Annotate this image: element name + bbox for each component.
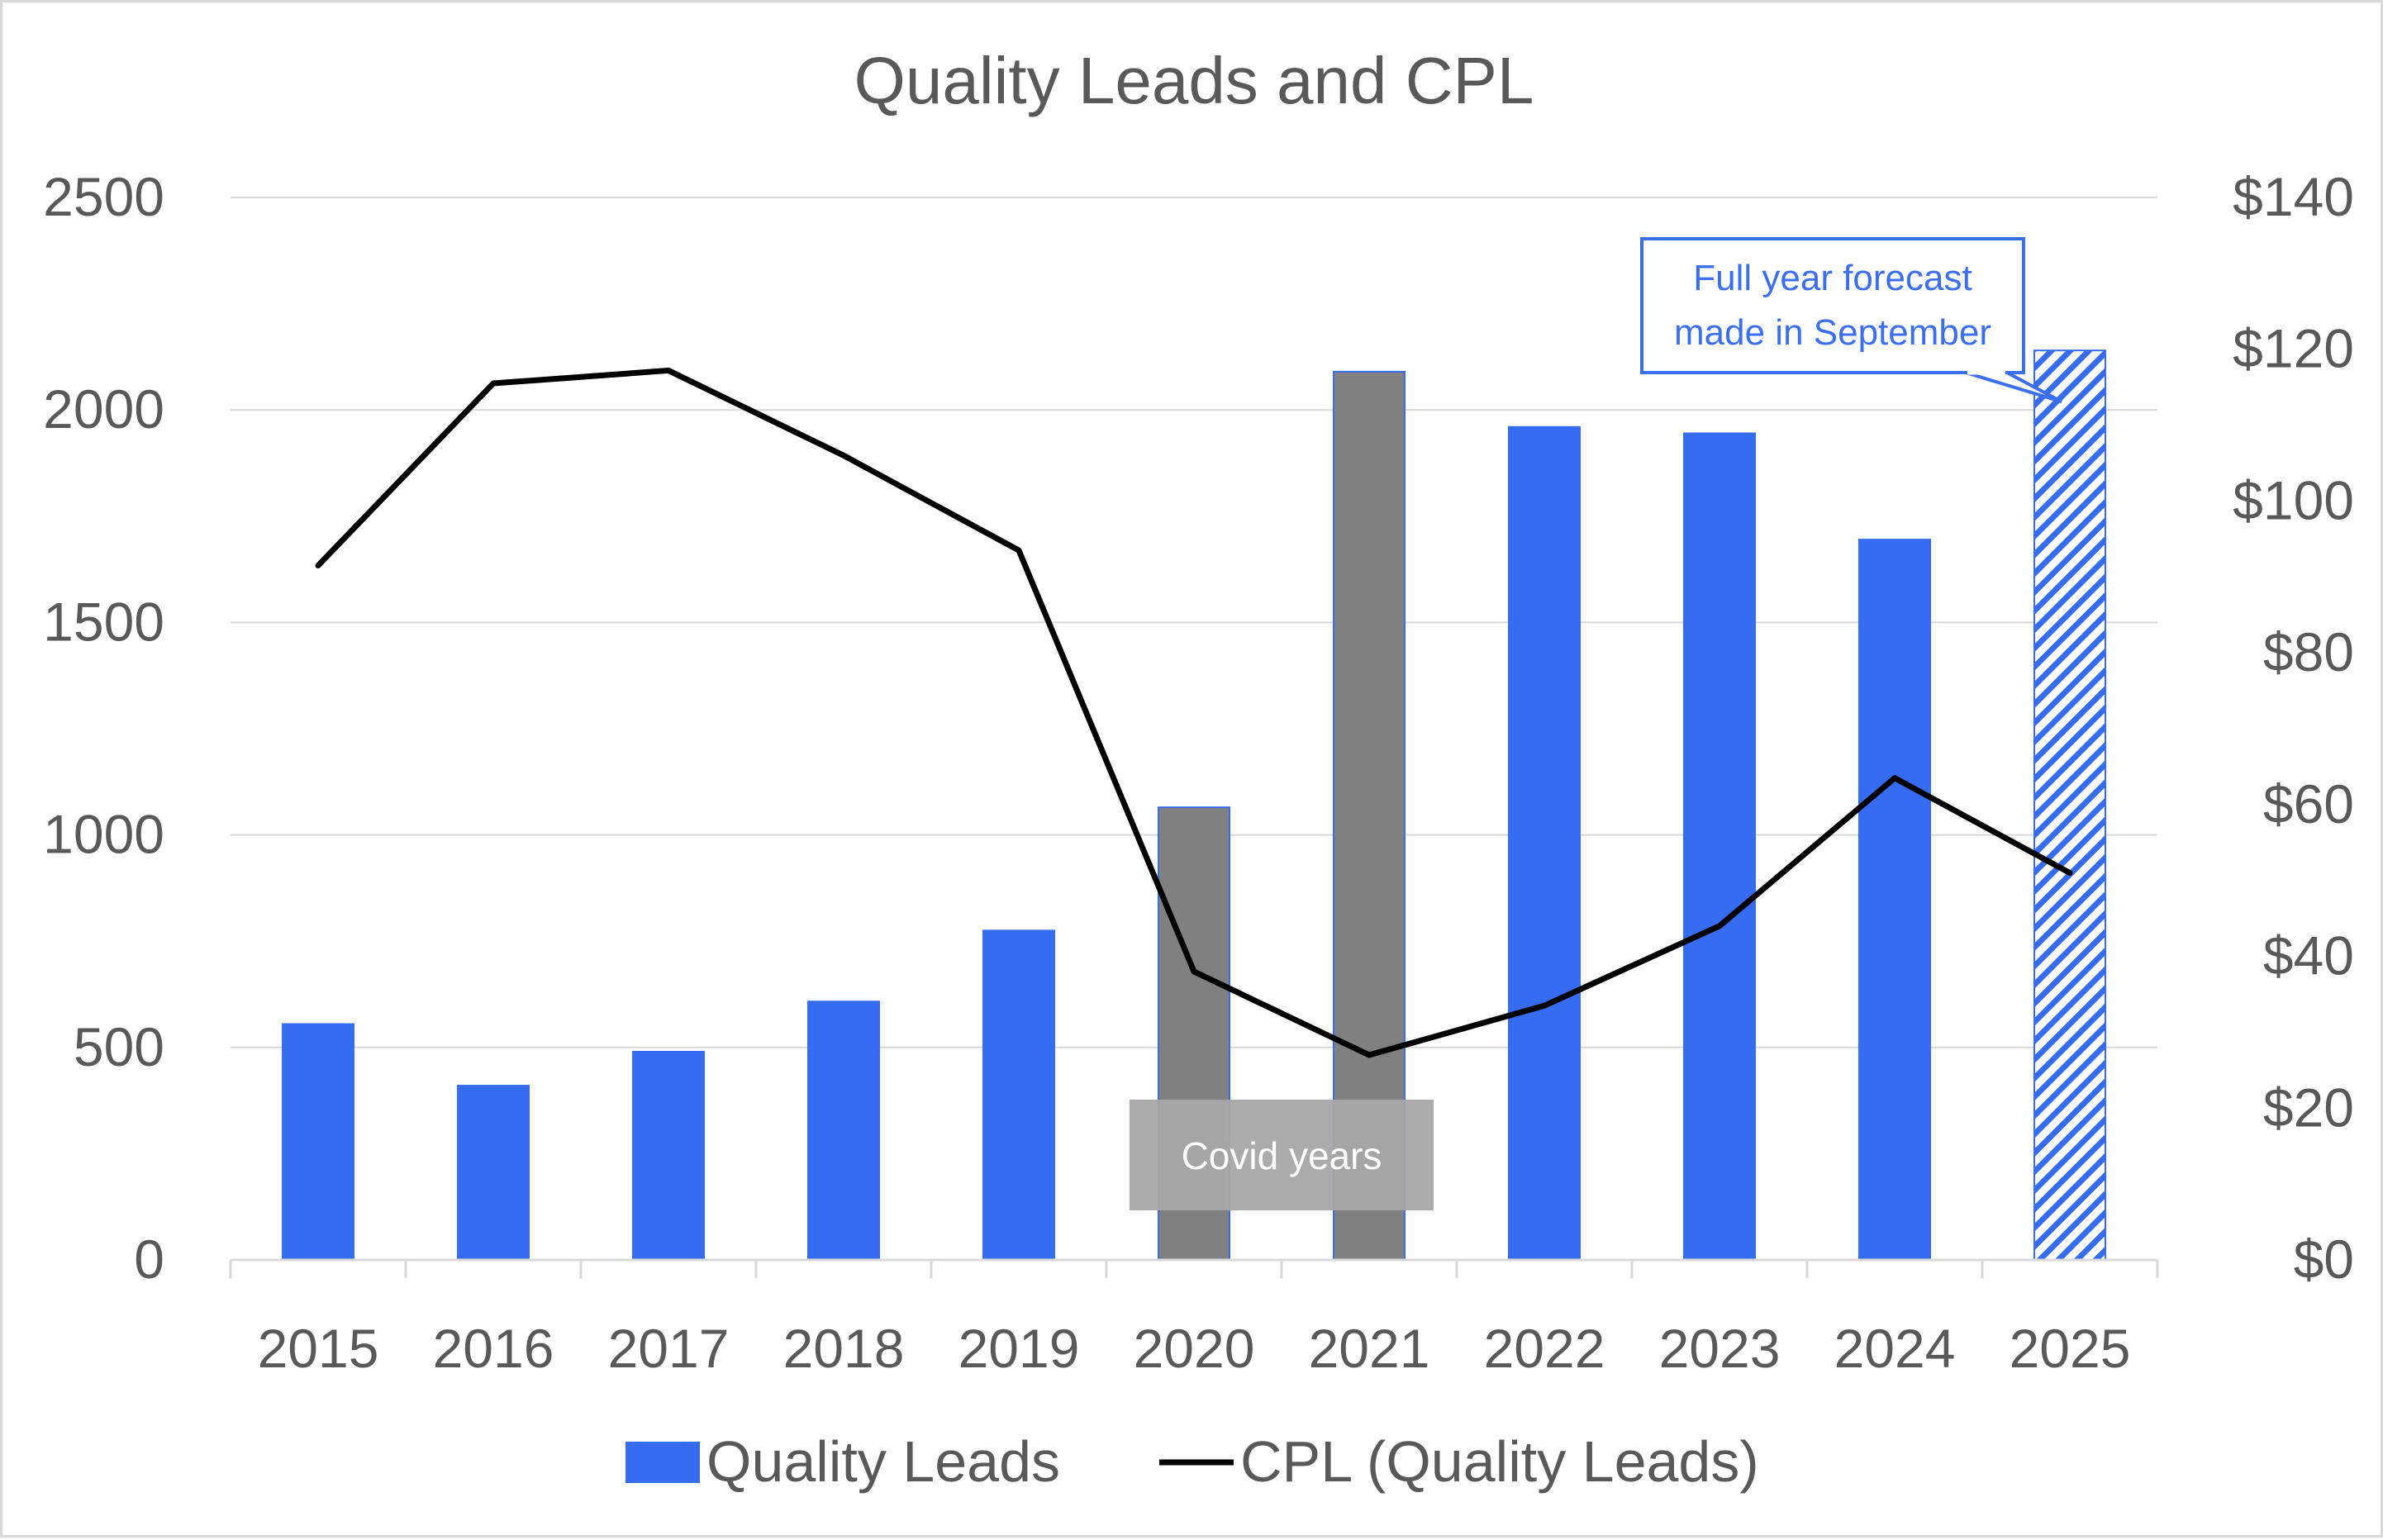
covid-annotation: Covid years <box>1130 1100 1434 1210</box>
callout-line-1: Full year forecast <box>1693 258 1972 298</box>
chart-title: Quality Leads and CPL <box>854 44 1534 117</box>
y-right-tick-label: $0 <box>2294 1229 2354 1290</box>
legend-label-quality-leads: Quality Leads <box>706 1429 1060 1494</box>
x-tick-label: 2024 <box>1834 1318 1956 1379</box>
y-left-tick-label: 1000 <box>43 804 164 865</box>
y-left-tick-label: 500 <box>74 1016 164 1077</box>
bar-2018 <box>808 1001 879 1260</box>
y-right-tick-label: $120 <box>2233 318 2354 379</box>
x-tick-label: 2016 <box>433 1318 554 1379</box>
legend-swatch-quality-leads <box>625 1442 700 1483</box>
bar-2024 <box>1859 539 1930 1260</box>
forecast-callout: Full year forecast made in September <box>1642 239 2062 402</box>
y-right-tick-label: $140 <box>2233 166 2354 227</box>
y-right-tick-label: $60 <box>2263 773 2354 834</box>
covid-label: Covid years <box>1182 1134 1382 1177</box>
x-tick-label: 2020 <box>1134 1318 1255 1379</box>
y-left-tick-label: 0 <box>134 1229 164 1290</box>
bar-2015 <box>283 1024 354 1260</box>
y-left-tick-label: 2000 <box>43 378 164 440</box>
x-tick-label: 2022 <box>1484 1318 1605 1379</box>
x-tick-label: 2021 <box>1309 1318 1430 1379</box>
bar-2022 <box>1509 427 1580 1260</box>
callout-line-2: made in September <box>1674 312 1991 353</box>
y-right-tick-label: $20 <box>2263 1077 2354 1138</box>
bar-2025 <box>2034 350 2105 1260</box>
y-right-tick-label: $40 <box>2263 925 2354 986</box>
legend-label-cpl: CPL (Quality Leads) <box>1240 1429 1759 1494</box>
y-left-tick-label: 1500 <box>43 591 164 652</box>
y-right-tick-label: $80 <box>2263 621 2354 682</box>
x-tick-label: 2018 <box>783 1318 905 1379</box>
legend: Quality Leads CPL (Quality Leads) <box>625 1429 1759 1494</box>
bar-2019 <box>983 930 1054 1260</box>
x-tick-label: 2015 <box>258 1318 379 1379</box>
y-left-tick-label: 2500 <box>43 166 164 227</box>
bar-2016 <box>458 1086 529 1260</box>
x-tick-label: 2023 <box>1659 1318 1781 1379</box>
y-right-tick-label: $100 <box>2233 469 2354 530</box>
bar-2023 <box>1684 433 1755 1260</box>
x-tick-label: 2017 <box>608 1318 730 1379</box>
x-tick-label: 2019 <box>958 1318 1080 1379</box>
bar-2017 <box>633 1052 704 1260</box>
x-tick-label: 2025 <box>2010 1318 2131 1379</box>
